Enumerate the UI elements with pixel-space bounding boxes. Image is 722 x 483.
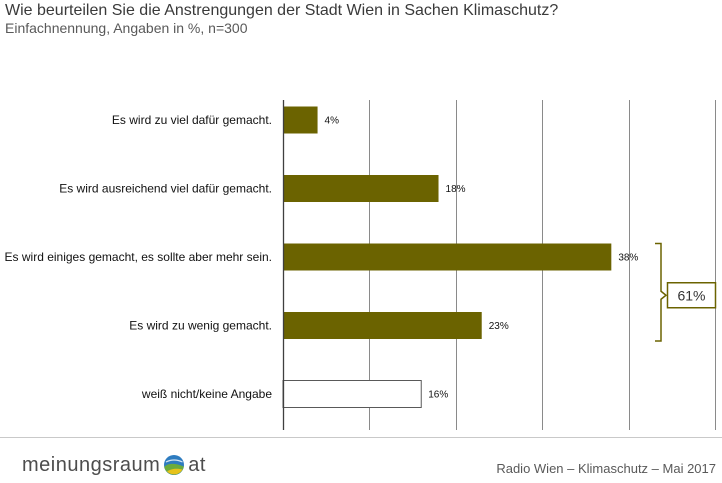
logo-text: meinungsraum [22,454,161,476]
category-label: Es wird zu viel dafür gemacht. [112,113,272,127]
group-total-label: 61% [677,287,705,303]
bar-chart: Es wird zu viel dafür gemacht. 4% Es wird … [5,100,717,430]
data-label: 4% [325,116,340,127]
globe-icon [164,455,185,475]
logo-suffix: at [188,454,206,476]
bar [283,243,612,271]
category-label: Es wird ausreichend viel dafür gemacht. [59,182,272,196]
footer-source: Radio Wien – Klimaschutz – Mai 2017 [496,461,716,476]
bar [283,312,482,339]
group-bracket [655,242,668,342]
category-label: weiß nicht/keine Angabe [141,387,272,401]
data-label: 38% [618,253,638,264]
chart-subtitle: Einfachnennung, Angaben in %, n=300 [5,20,248,36]
globe-band [167,468,183,475]
bar [283,175,439,202]
data-label: 16% [428,390,448,401]
bar [282,380,422,408]
chart-title: Wie beurteilen Sie die Anstrengungen der… [5,2,559,19]
group-total-box [666,282,717,309]
category-label: Es wird einiges gemacht, es sollte aber … [5,250,272,264]
data-label: 23% [489,321,509,332]
category-label: Es wird zu wenig gemacht. [129,319,272,333]
logo: meinungsraum at [22,453,206,477]
globe-swoosh [166,459,184,463]
bar [283,106,318,134]
footer-divider [0,437,722,438]
data-label: 18% [446,184,466,195]
